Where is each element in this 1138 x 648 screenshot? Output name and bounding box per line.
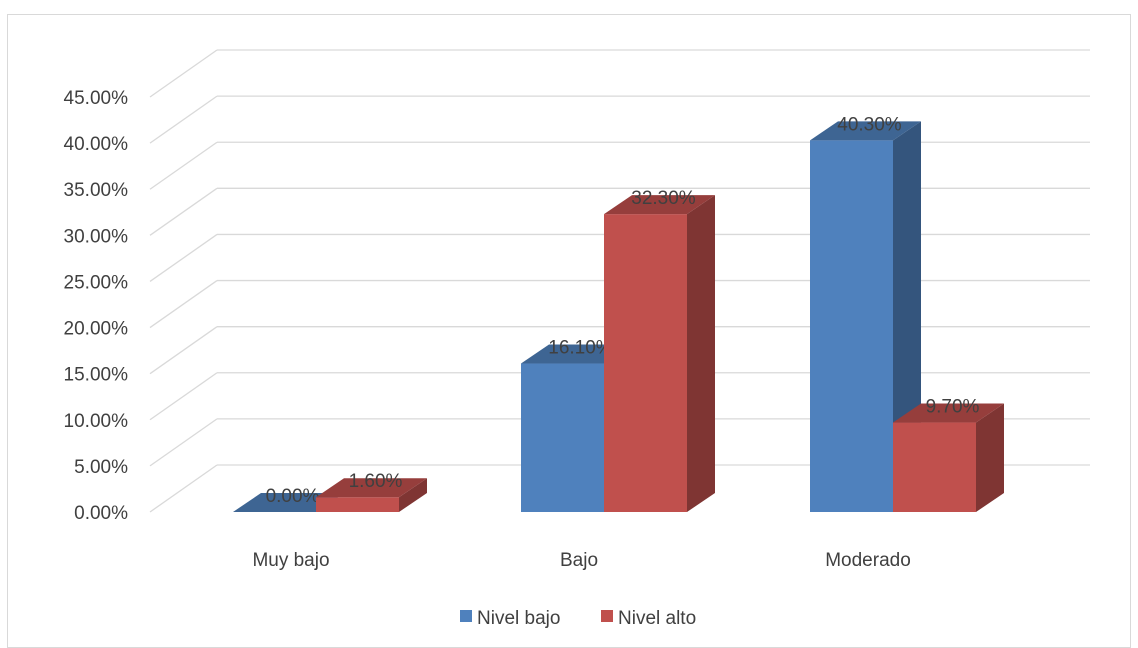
gridline-diagonal [149, 141, 218, 190]
y-tick-label: 20.00% [64, 319, 129, 340]
legend-swatch-nivel-bajo [460, 610, 472, 622]
x-category-label: Muy bajo [252, 550, 329, 571]
gridline-diagonal [149, 95, 218, 144]
bars: 0.00% 1.60% 16.10% 32.30% 40.30% 9.70% [233, 114, 1004, 512]
y-axis-ticks: 0.00% 5.00% 10.00% 15.00% 20.00% 25.00% 30.00%… [64, 88, 129, 524]
bar-front [604, 214, 687, 512]
y-tick-label: 5.00% [74, 457, 128, 478]
bar-top [316, 478, 427, 498]
bar-side [687, 195, 715, 512]
y-tick-label: 45.00% [64, 88, 129, 109]
bar-top [810, 121, 921, 141]
gridline-diagonal [149, 49, 218, 98]
data-label: 16.10% [548, 338, 613, 359]
bar-front [810, 140, 893, 512]
bar-top [893, 403, 1004, 423]
gridline-diagonal [149, 464, 218, 513]
bar-muy-bajo-nivel-alto: 1.60% [316, 471, 427, 512]
data-label: 0.00% [266, 486, 320, 507]
bar-side [399, 478, 427, 512]
data-label: 9.70% [926, 397, 980, 418]
gridline-diagonal [149, 233, 218, 282]
bar-front [521, 363, 604, 512]
bar-front [316, 497, 399, 512]
x-axis-categories: Muy bajo Bajo Moderado [252, 550, 910, 571]
y-tick-label: 15.00% [64, 365, 129, 386]
x-category-label: Moderado [825, 550, 911, 571]
bar-top [604, 195, 715, 215]
data-label: 1.60% [349, 471, 403, 492]
y-tick-label: 25.00% [64, 272, 129, 293]
bar-front [893, 422, 976, 512]
y-tick-label: 40.00% [64, 134, 129, 155]
legend-label-nivel-bajo: Nivel bajo [477, 608, 560, 629]
y-tick-label: 30.00% [64, 226, 129, 247]
gridline-diagonal [149, 187, 218, 236]
legend-label-nivel-alto: Nivel alto [618, 608, 696, 629]
data-label: 40.30% [837, 114, 902, 135]
y-tick-label: 0.00% [74, 503, 128, 524]
y-tick-label: 10.00% [64, 411, 129, 432]
x-category-label: Bajo [560, 550, 598, 571]
gridline-diagonal [149, 372, 218, 421]
bar-side [976, 403, 1004, 512]
gridline-diagonal [149, 326, 218, 375]
chart-frame [7, 14, 1131, 648]
legend-swatch-nivel-alto [601, 610, 613, 622]
y-tick-label: 35.00% [64, 180, 129, 201]
gridline-diagonal [149, 418, 218, 467]
bar-bajo-nivel-alto: 32.30% [604, 188, 715, 512]
gridline-diagonal [149, 280, 218, 329]
legend: Nivel bajo Nivel alto [460, 608, 696, 629]
data-label: 32.30% [631, 188, 696, 209]
bar-moderado-nivel-alto: 9.70% [893, 397, 1004, 512]
